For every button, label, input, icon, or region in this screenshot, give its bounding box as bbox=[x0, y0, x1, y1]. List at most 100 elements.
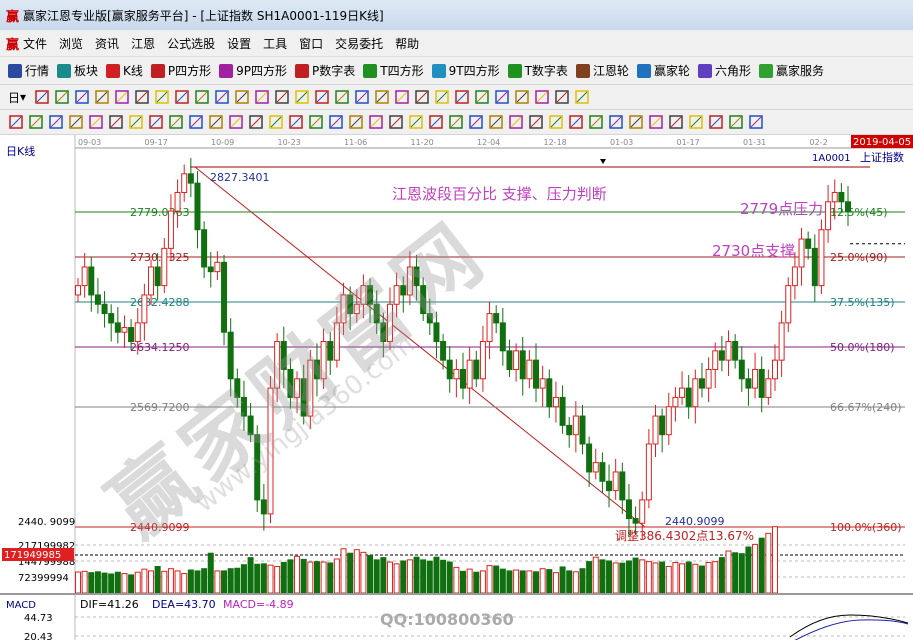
calendar-icon[interactable] bbox=[474, 89, 490, 105]
volume-bar bbox=[632, 557, 639, 594]
move-diamond-icon[interactable] bbox=[354, 89, 370, 105]
kline-chart[interactable]: 09-03 09-17 10-09 10-23 11-06 11-20 12-04 12-18… bbox=[0, 135, 913, 643]
gold-box-icon[interactable] bbox=[728, 114, 744, 130]
fib-icon[interactable] bbox=[708, 114, 724, 130]
menu-item-6[interactable]: 工具 bbox=[263, 36, 288, 51]
toolbar-button-9[interactable]: 江恩轮 bbox=[575, 62, 629, 79]
fib-level-price: 2634.1250 bbox=[130, 341, 190, 354]
percent-lines-icon[interactable] bbox=[628, 114, 644, 130]
menu-item-5[interactable]: 设置 bbox=[227, 36, 252, 51]
pen-icon[interactable] bbox=[8, 114, 24, 130]
toolbar-button-11[interactable]: 六角形 bbox=[697, 62, 751, 79]
fan-lines-icon[interactable] bbox=[408, 114, 424, 130]
toolbar-button-4[interactable]: 9P四方形 bbox=[219, 62, 287, 79]
date-tick: 09-17 bbox=[145, 138, 168, 147]
calculator-icon[interactable] bbox=[494, 89, 510, 105]
menu-item-1[interactable]: 浏览 bbox=[59, 36, 84, 51]
n2-icon[interactable] bbox=[188, 114, 204, 130]
spiral-icon[interactable] bbox=[108, 114, 124, 130]
matrix-icon[interactable] bbox=[508, 114, 524, 130]
angle-icon[interactable] bbox=[468, 114, 484, 130]
angle-line-icon[interactable] bbox=[748, 114, 764, 130]
fibonacci-icon[interactable] bbox=[134, 89, 150, 105]
triangle-flag-icon[interactable] bbox=[154, 89, 170, 105]
toolbar-button-0[interactable]: 行情 bbox=[8, 62, 49, 79]
network-icon[interactable] bbox=[554, 89, 570, 105]
candle-dropdown-icon[interactable] bbox=[114, 89, 130, 105]
menu-item-4[interactable]: 公式选股 bbox=[167, 36, 216, 51]
candle bbox=[552, 396, 559, 408]
square-fan-icon[interactable] bbox=[428, 114, 444, 130]
menu-item-8[interactable]: 交易委托 bbox=[335, 36, 384, 51]
crosshair-icon[interactable] bbox=[394, 89, 410, 105]
gold2-icon[interactable] bbox=[68, 114, 84, 130]
expand-diamond-icon[interactable] bbox=[294, 89, 310, 105]
rocket-icon[interactable] bbox=[688, 114, 704, 130]
period-dropdown[interactable]: 日 ▾ bbox=[8, 90, 27, 105]
target-icon[interactable] bbox=[228, 114, 244, 130]
volume-bar bbox=[665, 565, 672, 594]
axis-low-label: 2440. 9099 bbox=[18, 517, 75, 528]
parallel-icon[interactable] bbox=[168, 114, 184, 130]
main-toolbar: 行情 板块 K线 P四方形 9P四方形 P数字表 T四方形 9T四方形 T数字表 江恩轮 赢家轮 六角… bbox=[0, 57, 913, 85]
toolbar-button-5[interactable]: P数字表 bbox=[295, 62, 355, 79]
hline-icon[interactable] bbox=[388, 114, 404, 130]
slash-icon[interactable] bbox=[548, 114, 564, 130]
grid-icon[interactable] bbox=[28, 114, 44, 130]
percent-fan-icon[interactable] bbox=[588, 114, 604, 130]
toolbar-button-2[interactable]: K线 bbox=[106, 62, 143, 79]
menu-item-2[interactable]: 资讯 bbox=[95, 36, 120, 51]
marker-icon[interactable] bbox=[128, 114, 144, 130]
time-icon[interactable] bbox=[308, 114, 324, 130]
shrink-diamond-icon[interactable] bbox=[314, 89, 330, 105]
chart-down-icon[interactable] bbox=[94, 89, 110, 105]
cross-diamond-icon[interactable] bbox=[334, 89, 350, 105]
arrow-right-diamond-icon[interactable] bbox=[274, 89, 290, 105]
vline-icon[interactable] bbox=[488, 114, 504, 130]
star-icon[interactable] bbox=[248, 114, 264, 130]
circle-icon[interactable] bbox=[148, 114, 164, 130]
box-icon[interactable] bbox=[268, 114, 284, 130]
menu-item-9[interactable]: 帮助 bbox=[395, 36, 420, 51]
gold-circle-icon[interactable] bbox=[648, 114, 664, 130]
menu-item-0[interactable]: 文件 bbox=[23, 36, 48, 51]
table-icon[interactable] bbox=[568, 114, 584, 130]
festival-icon[interactable] bbox=[434, 89, 450, 105]
chart-canvas[interactable]: 09-03 09-17 10-09 10-23 11-06 11-20 12-04 12-18… bbox=[0, 135, 913, 643]
menu-item-3[interactable]: 江恩 bbox=[131, 36, 156, 51]
arrow-left-diamond-icon[interactable] bbox=[254, 89, 270, 105]
print-icon[interactable] bbox=[574, 89, 590, 105]
map-icon[interactable] bbox=[34, 89, 50, 105]
gold-lines-icon[interactable] bbox=[668, 114, 684, 130]
document-icon[interactable] bbox=[54, 89, 70, 105]
last-icon[interactable] bbox=[194, 89, 210, 105]
lines-icon[interactable] bbox=[288, 114, 304, 130]
toolbar-button-12[interactable]: 赢家服务 bbox=[758, 62, 824, 79]
toolbar-button-10[interactable]: 赢家轮 bbox=[636, 62, 690, 79]
save-icon[interactable] bbox=[534, 89, 550, 105]
first-icon[interactable] bbox=[174, 89, 190, 105]
matrix2-icon[interactable] bbox=[528, 114, 544, 130]
toolbar-button-6[interactable]: T四方形 bbox=[363, 62, 424, 79]
prev-icon[interactable] bbox=[214, 89, 230, 105]
toolbar-button-8[interactable]: T数字表 bbox=[507, 62, 568, 79]
percent-icon[interactable] bbox=[608, 114, 624, 130]
f-icon[interactable] bbox=[88, 114, 104, 130]
number-grid-icon[interactable] bbox=[454, 89, 470, 105]
chart-up-icon[interactable] bbox=[74, 89, 90, 105]
candle bbox=[586, 443, 593, 473]
square-grid-icon[interactable] bbox=[448, 114, 464, 130]
zigzag-icon[interactable] bbox=[414, 89, 430, 105]
range-icon[interactable] bbox=[368, 114, 384, 130]
gold-icon[interactable] bbox=[48, 114, 64, 130]
hand-icon[interactable] bbox=[374, 89, 390, 105]
menu-item-7[interactable]: 窗口 bbox=[299, 36, 324, 51]
notes-icon[interactable] bbox=[514, 89, 530, 105]
ruler-icon[interactable] bbox=[348, 114, 364, 130]
toolbar-button-7[interactable]: 9T四方形 bbox=[431, 62, 500, 79]
toolbar-button-1[interactable]: 板块 bbox=[57, 62, 98, 79]
next-icon[interactable] bbox=[234, 89, 250, 105]
fan-icon[interactable] bbox=[208, 114, 224, 130]
wave-icon[interactable] bbox=[328, 114, 344, 130]
toolbar-button-3[interactable]: P四方形 bbox=[150, 62, 211, 79]
